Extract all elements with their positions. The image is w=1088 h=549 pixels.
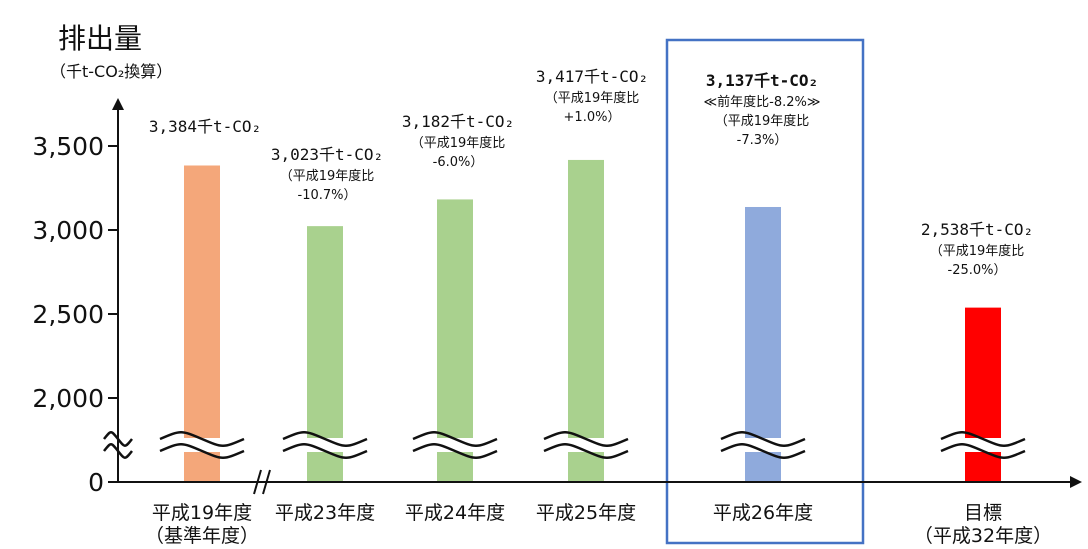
value-annotation: 3,182千t-CO₂ bbox=[402, 112, 514, 131]
break-line-upper bbox=[543, 431, 629, 447]
value-note: -7.3%） bbox=[737, 133, 788, 148]
x-category-sublabel: （平成32年度） bbox=[914, 525, 1052, 547]
break-gap bbox=[544, 438, 628, 452]
y-tick-label: 3,500 bbox=[32, 132, 104, 161]
x-category-label: 平成23年度 bbox=[275, 502, 375, 524]
break-line-lower bbox=[282, 443, 368, 459]
x-axis-arrow bbox=[1070, 476, 1082, 488]
break-line-upper bbox=[720, 431, 806, 447]
value-note: ≪前年度比-8.2%≫ bbox=[704, 94, 821, 110]
break-gap bbox=[160, 438, 244, 452]
highlight-frame-layer bbox=[665, 38, 865, 545]
y-tick-label: 2,000 bbox=[32, 384, 104, 413]
value-note: -25.0%） bbox=[948, 263, 1007, 278]
x-category-label: 平成24年度 bbox=[405, 502, 505, 524]
break-gap bbox=[721, 438, 805, 452]
bar-break bbox=[940, 431, 1026, 459]
bar-break bbox=[720, 431, 806, 459]
break-line-lower bbox=[543, 443, 629, 459]
break-line-lower bbox=[159, 443, 245, 459]
y-axis-unit: （千t-CO₂換算） bbox=[50, 62, 172, 81]
x-category-sublabel: （基準年度） bbox=[145, 525, 259, 547]
value-annotation: 3,384千t-CO₂ bbox=[149, 117, 261, 136]
axes-layer: 0 2,000 2,500 3,000 3,500 bbox=[32, 98, 1082, 497]
y-tick-label: 2,500 bbox=[32, 300, 104, 329]
bar bbox=[745, 206, 781, 482]
value-note: （平成19年度比 bbox=[545, 90, 640, 106]
bar bbox=[184, 165, 220, 482]
x-category-label: 平成19年度 bbox=[152, 502, 252, 524]
value-annotation: 3,023千t-CO₂ bbox=[271, 145, 383, 164]
break-line-upper bbox=[282, 431, 368, 447]
value-note: -10.7%） bbox=[298, 188, 357, 203]
value-note: （平成19年度比 bbox=[280, 168, 375, 184]
break-gap bbox=[283, 438, 367, 452]
value-note: （平成19年度比 bbox=[715, 113, 810, 129]
x-category-label: 平成25年度 bbox=[536, 502, 636, 524]
break-line-upper bbox=[940, 431, 1026, 447]
break-gap bbox=[413, 438, 497, 452]
bar-break bbox=[412, 431, 498, 459]
labels-layer: 排出量 （千t-CO₂換算） 平成19年度（基準年度） 平成23年度 平成24年度 平成2… bbox=[50, 22, 1052, 547]
y-tick-label: 0 bbox=[88, 468, 104, 497]
bar-break bbox=[282, 431, 368, 459]
axis-break-layer bbox=[103, 431, 1026, 495]
value-annotation: 3,417千t-CO₂ bbox=[536, 67, 648, 86]
break-line-lower bbox=[940, 443, 1026, 459]
bar bbox=[965, 307, 1001, 482]
value-annotation: 2,538千t-CO₂ bbox=[921, 220, 1033, 239]
y-axis-title: 排出量 bbox=[58, 22, 142, 55]
value-note: -6.0%） bbox=[433, 155, 484, 170]
x-category-label: 平成26年度 bbox=[713, 502, 813, 524]
break-gap bbox=[941, 438, 1025, 452]
bar bbox=[568, 159, 604, 482]
break-line-upper bbox=[159, 431, 245, 447]
highlight-frame bbox=[665, 38, 865, 545]
y-axis-arrow bbox=[112, 98, 124, 110]
y-tick-label: 3,000 bbox=[32, 216, 104, 245]
value-note: （平成19年度比 bbox=[411, 135, 506, 151]
break-line-lower bbox=[720, 443, 806, 459]
value-note: +1.0%） bbox=[564, 110, 621, 125]
break-line-lower bbox=[412, 443, 498, 459]
value-annotation: 3,137千t-CO₂ bbox=[706, 71, 818, 90]
bar-break bbox=[159, 431, 245, 459]
value-note: （平成19年度比 bbox=[930, 243, 1025, 259]
break-line-upper bbox=[412, 431, 498, 447]
bar-break bbox=[543, 431, 629, 459]
x-category-label: 目標 bbox=[964, 502, 1002, 524]
